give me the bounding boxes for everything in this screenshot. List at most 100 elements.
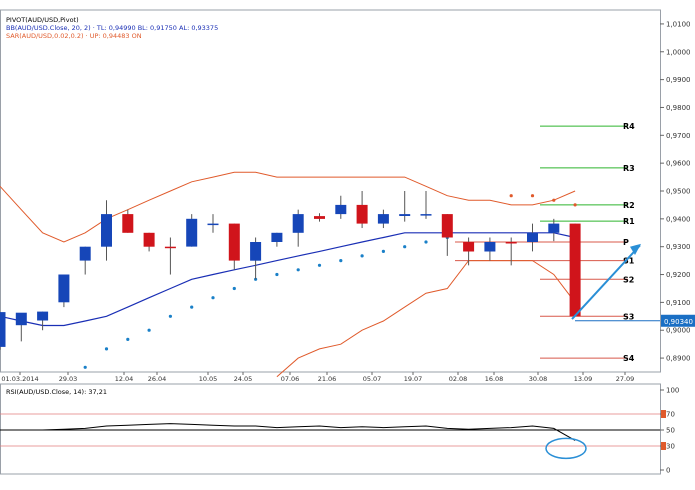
sar-point: [232, 286, 236, 291]
candle-body: [377, 214, 389, 224]
date-tick-label: 10.05: [199, 375, 218, 383]
rsi-highlight-circle: [545, 437, 587, 460]
candle-body: [0, 312, 6, 347]
date-tick-label: 21.06: [318, 375, 337, 383]
pivot-label-p: P: [623, 238, 629, 247]
price-tick-label: 1,0100: [666, 20, 691, 28]
price-tick-label: 0,9500: [666, 188, 691, 196]
sar-point: [211, 296, 215, 300]
sar-point: [573, 203, 577, 207]
sar-point: [552, 198, 556, 202]
rsi-line: [0, 423, 576, 441]
sar-point: [275, 272, 279, 277]
date-tick-label: 24.05: [234, 375, 253, 383]
sar-point: [381, 249, 385, 253]
main-legend: PIVOT(AUD/USD,Pivot) BB(AUD/USD.Close, 2…: [6, 16, 218, 40]
price-tick-label: 0,9300: [666, 243, 691, 251]
date-tick-label: 13.09: [574, 375, 593, 383]
pivot-label-r2: R2: [623, 201, 635, 210]
sar-point: [147, 328, 151, 332]
date-tick-label: 01.03.2014: [1, 375, 38, 383]
price-tick-label: 0,9800: [666, 104, 691, 112]
sar-point: [296, 268, 300, 272]
candle-body: [79, 246, 91, 261]
candle-body: [314, 216, 325, 219]
sar-point: [424, 240, 428, 244]
rsi-panel-frame: [0, 383, 661, 475]
candle-body: [122, 214, 134, 233]
candle-body: [548, 223, 560, 233]
price-tick-label: 0,9100: [666, 299, 691, 307]
price-tick-label: 0,9000: [666, 327, 691, 335]
date-tick-label: 05.07: [363, 375, 382, 383]
candle-body: [292, 214, 304, 233]
candle-body: [228, 223, 240, 261]
sar-point: [190, 305, 194, 309]
candle-body: [420, 214, 432, 216]
bollinger-upper-line: [0, 171, 576, 243]
candle-body: [271, 232, 283, 242]
rsi-tick-label: 30: [666, 443, 675, 451]
price-tick-label: 0,9900: [666, 76, 691, 84]
sar-point: [360, 254, 364, 258]
price-tick-label: 0,9600: [666, 160, 691, 168]
candle-body: [37, 311, 49, 321]
rsi-tick-label: 0: [666, 467, 670, 475]
sar-point: [403, 245, 407, 249]
candle-body: [399, 214, 411, 216]
candle-body: [463, 242, 475, 252]
legend-pivot: PIVOT(AUD/USD,Pivot): [6, 16, 79, 24]
sar-point: [339, 259, 343, 263]
current-price-label: 0,90340: [664, 318, 693, 326]
rsi-tick-label: 70: [666, 411, 675, 419]
pivot-label-r4: R4: [623, 122, 635, 131]
sar-point: [104, 347, 109, 351]
date-tick-label: 07.06: [281, 375, 300, 383]
rsi-tick-label: 50: [666, 427, 675, 435]
pivot-label-r1: R1: [623, 217, 635, 226]
candle-body: [101, 214, 112, 247]
date-tick-label: 16.08: [485, 375, 504, 383]
sar-point: [317, 263, 322, 267]
sar-point: [83, 365, 87, 369]
bollinger-lower-line: [276, 260, 576, 378]
legend-sar: SAR(AUD/USD,0.02,0.2) · UP: 0,94483 ON: [6, 32, 142, 40]
sar-point: [509, 194, 513, 198]
sar-point: [530, 194, 535, 198]
sar-point: [168, 314, 172, 318]
candle-body: [505, 242, 517, 244]
trend-arrow-head: [630, 243, 641, 255]
candle-body: [356, 204, 368, 224]
price-panel-frame: [0, 9, 661, 373]
candle-body: [250, 242, 262, 261]
trend-arrow-shaft: [571, 244, 641, 320]
candle-body: [15, 312, 27, 326]
date-tick-label: 19.07: [404, 375, 423, 383]
legend-bollinger: BB(AUD/USD.Close, 20, 2) · TL: 0,94990 B…: [6, 24, 219, 32]
price-tick-label: 0,9700: [666, 132, 691, 140]
pivot-label-s3: S3: [623, 312, 634, 321]
candle-body: [186, 218, 198, 247]
candle-body: [569, 223, 581, 317]
candle-body: [143, 232, 155, 247]
date-tick-label: 30.08: [529, 375, 548, 383]
sar-point: [254, 277, 258, 281]
candle-body: [58, 274, 70, 303]
pivot-label-s2: S2: [623, 275, 634, 284]
current-price-tag: [661, 314, 695, 327]
date-tick-label: 26.04: [148, 375, 167, 383]
date-tick-label: 27.09: [616, 375, 635, 383]
rsi-tick-label: 100: [666, 387, 679, 395]
price-tick-label: 0,8900: [666, 355, 691, 363]
candle-body: [441, 214, 453, 238]
rsi-level-tag: [661, 442, 666, 450]
price-tick-label: 0,9200: [666, 271, 691, 279]
bollinger-middle-line: [0, 232, 576, 327]
candle-body: [207, 223, 219, 226]
date-tick-label: 02.08: [449, 375, 468, 383]
candle-body: [527, 232, 538, 242]
pivot-label-s1: S1: [623, 257, 635, 266]
sar-point: [126, 337, 130, 341]
